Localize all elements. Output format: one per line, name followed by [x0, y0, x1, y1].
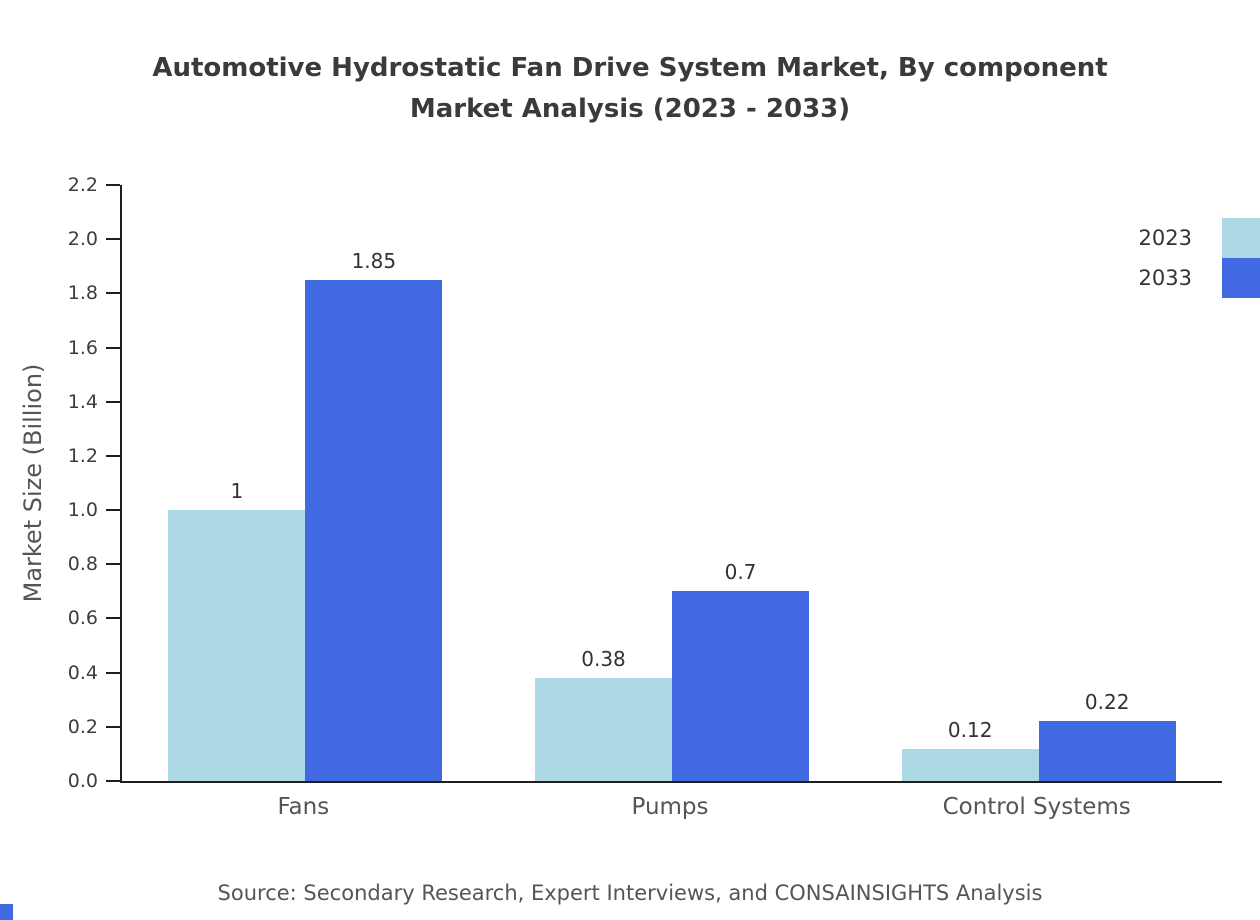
- y-tick-label: 1.6: [67, 336, 98, 359]
- y-tick-mark: [106, 292, 120, 295]
- y-tick-mark: [106, 346, 120, 349]
- y-tick-mark: [106, 617, 120, 620]
- y-tick-label: 0.4: [67, 661, 98, 684]
- bar-group: 0.38 0.7: [489, 560, 856, 781]
- plot-area: 1 1.85 0.38 0.7 0.12 0.22 0.0 0.2 0.4 0.6 0.8 1.0 1…: [68, 174, 1222, 792]
- bar-2023-fans: 1: [168, 479, 306, 781]
- bar-2033-fans: 1.85: [305, 249, 443, 781]
- y-tick-label: 0.6: [67, 607, 98, 630]
- y-tick-label: 1.4: [67, 390, 98, 413]
- bar-2023-control-systems: 0.12: [901, 718, 1039, 781]
- chart-title-line1: Automotive Hydrostatic Fan Drive System …: [152, 53, 1108, 83]
- y-tick-mark: [106, 509, 120, 512]
- y-tick-label: 0.0: [67, 770, 98, 792]
- bar-value-label: 0.38: [581, 647, 626, 672]
- bar-groups: 1 1.85 0.38 0.7 0.12 0.22: [122, 185, 1222, 781]
- y-tick-label: 2.2: [67, 174, 98, 196]
- y-tick-label: 1.0: [67, 499, 98, 522]
- corner-accent: [0, 904, 13, 920]
- y-tick-mark: [106, 725, 120, 728]
- bar-group: 0.12 0.22: [855, 690, 1222, 781]
- y-tick-mark: [106, 400, 120, 403]
- bar-value-label: 0.22: [1084, 690, 1130, 715]
- bar-value-label: 0.7: [724, 560, 757, 585]
- y-tick-label: 1.8: [67, 282, 98, 305]
- chart-title: Automotive Hydrostatic Fan Drive System …: [0, 48, 1260, 130]
- bar-2033-pumps: 0.7: [672, 560, 809, 781]
- bar-group: 1 1.85: [122, 249, 489, 781]
- legend: 2023 2033: [1139, 218, 1260, 298]
- x-axis-labels: Fans Pumps Control Systems: [120, 794, 1220, 820]
- y-tick-mark: [106, 780, 120, 782]
- y-tick-label: 0.8: [67, 553, 98, 576]
- legend-label: 2023: [1138, 226, 1192, 250]
- y-tick-mark: [106, 454, 120, 457]
- x-category-label: Pumps: [631, 794, 709, 820]
- y-tick-mark: [106, 563, 120, 566]
- y-tick-mark: [106, 238, 120, 241]
- legend-label: 2033: [1138, 266, 1192, 290]
- y-tick-label: 0.2: [67, 715, 98, 738]
- source-note: Source: Secondary Research, Expert Inter…: [217, 881, 1043, 905]
- legend-swatch: [1222, 218, 1260, 258]
- bar-2033-control-systems: 0.22: [1038, 690, 1176, 781]
- y-axis-label: Market Size (Billion): [19, 363, 47, 603]
- legend-item: 2033: [1139, 258, 1260, 298]
- chart-title-line2: Market Analysis (2023 - 2033): [409, 94, 851, 124]
- y-tick-mark: [106, 184, 120, 186]
- x-category-label: Control Systems: [942, 794, 1131, 820]
- bar-value-label: 1.85: [351, 248, 397, 273]
- legend-swatch: [1222, 258, 1260, 298]
- y-tick-label: 2.0: [67, 228, 98, 251]
- bar-value-label: 0.12: [947, 717, 993, 742]
- bar-value-label: 1: [230, 479, 244, 504]
- legend-item: 2023: [1139, 218, 1260, 258]
- y-tick-label: 1.2: [67, 444, 98, 467]
- y-tick-mark: [106, 671, 120, 674]
- bar-2023-pumps: 0.38: [535, 647, 672, 781]
- x-category-label: Fans: [277, 794, 330, 820]
